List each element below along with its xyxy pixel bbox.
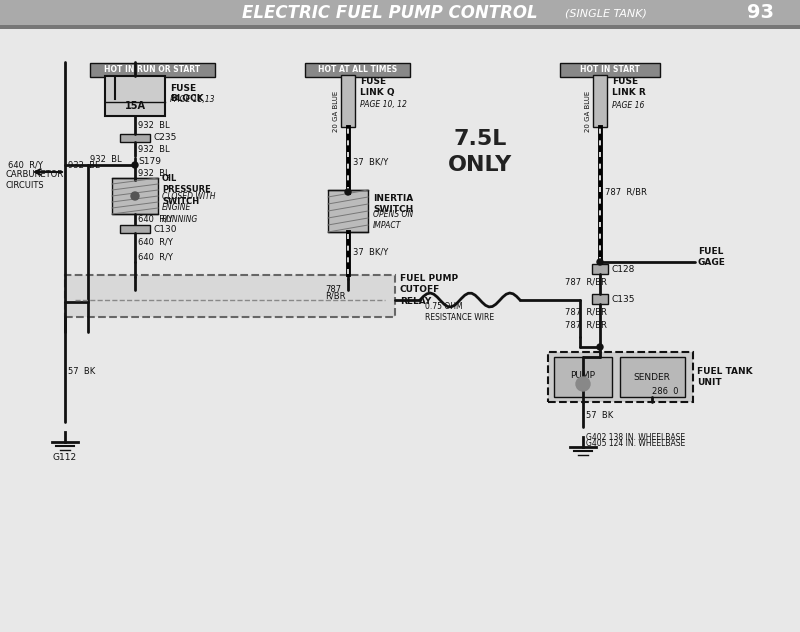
Bar <box>554 357 612 397</box>
Text: 787: 787 <box>325 284 341 293</box>
Circle shape <box>131 192 139 200</box>
Text: 37  BK/Y: 37 BK/Y <box>353 248 388 257</box>
Text: R/BR: R/BR <box>325 291 346 300</box>
Text: OIL
PRESSURE
SWITCH: OIL PRESSURE SWITCH <box>162 174 210 205</box>
Text: FUEL PUMP
CUTOFF
RELAY: FUEL PUMP CUTOFF RELAY <box>400 274 458 306</box>
Text: 640  R/Y: 640 R/Y <box>138 253 173 262</box>
Text: 640  R/Y: 640 R/Y <box>138 214 173 224</box>
Text: ELECTRIC FUEL PUMP CONTROL: ELECTRIC FUEL PUMP CONTROL <box>242 4 538 22</box>
Bar <box>90 63 215 77</box>
Bar <box>341 75 355 127</box>
Text: SENDER: SENDER <box>634 372 670 382</box>
Text: C128: C128 <box>612 265 635 274</box>
Bar <box>548 352 693 402</box>
Text: 932  BL: 932 BL <box>138 121 170 130</box>
Text: PUMP: PUMP <box>570 370 595 379</box>
Text: CLOSED WITH
ENGINE
RUNNING: CLOSED WITH ENGINE RUNNING <box>162 192 215 224</box>
Text: 640  R/Y: 640 R/Y <box>138 238 173 246</box>
Text: OPENS ON
IMPACT: OPENS ON IMPACT <box>373 210 414 230</box>
Text: PAGE 16: PAGE 16 <box>612 100 644 109</box>
Text: (SINGLE TANK): (SINGLE TANK) <box>565 8 647 18</box>
Text: PAGE 11,13: PAGE 11,13 <box>170 95 214 104</box>
Text: 57  BK: 57 BK <box>68 367 95 377</box>
Bar <box>592 294 608 304</box>
Circle shape <box>576 377 590 391</box>
Text: S179: S179 <box>138 157 161 166</box>
Text: HOT IN START: HOT IN START <box>580 66 640 75</box>
Text: INERTIA
SWITCH: INERTIA SWITCH <box>373 194 414 214</box>
Bar <box>0 0 800 25</box>
Text: G402 138 IN. WHEELBASE: G402 138 IN. WHEELBASE <box>586 432 685 442</box>
Circle shape <box>132 162 138 168</box>
Text: FUSE
LINK Q: FUSE LINK Q <box>360 77 394 97</box>
Text: G112: G112 <box>53 453 77 461</box>
Text: 0.75 OHM
RESISTANCE WIRE: 0.75 OHM RESISTANCE WIRE <box>425 302 494 322</box>
Bar <box>112 178 158 214</box>
Text: 15A: 15A <box>125 101 146 111</box>
Text: 20 GA BLUE: 20 GA BLUE <box>585 91 591 132</box>
Text: 932  BL: 932 BL <box>138 169 170 178</box>
Circle shape <box>597 344 603 350</box>
Text: 787  R/BR: 787 R/BR <box>565 308 607 317</box>
Text: 787  R/BR: 787 R/BR <box>565 320 607 329</box>
Bar <box>620 357 685 397</box>
Bar <box>120 225 150 233</box>
Text: 932  BL: 932 BL <box>68 161 100 169</box>
Text: 787  R/BR: 787 R/BR <box>605 188 647 197</box>
Text: C135: C135 <box>612 295 635 303</box>
Bar <box>65 275 395 317</box>
Text: FUEL TANK
UNIT: FUEL TANK UNIT <box>697 367 753 387</box>
Text: HOT AT ALL TIMES: HOT AT ALL TIMES <box>318 66 397 75</box>
Text: 93: 93 <box>746 4 774 23</box>
Bar <box>593 75 607 127</box>
Bar <box>105 76 165 116</box>
Bar <box>120 134 150 142</box>
Text: FUSE
LINK R: FUSE LINK R <box>612 77 646 97</box>
Circle shape <box>345 189 351 195</box>
Bar <box>328 190 368 232</box>
Text: C130: C130 <box>153 224 177 233</box>
Text: 787  R/BR: 787 R/BR <box>565 277 607 286</box>
Text: HOT IN RUN OR START: HOT IN RUN OR START <box>105 66 201 75</box>
Text: PAGE 10, 12: PAGE 10, 12 <box>360 100 407 109</box>
Text: G405 124 IN. WHEELBASE: G405 124 IN. WHEELBASE <box>586 439 686 449</box>
Text: 932  BL: 932 BL <box>90 155 122 164</box>
Bar <box>305 63 410 77</box>
Bar <box>0 25 800 29</box>
Text: 7.5L
ONLY: 7.5L ONLY <box>448 129 512 175</box>
Text: 286  0: 286 0 <box>652 387 678 396</box>
Text: 932  BL: 932 BL <box>138 145 170 154</box>
Text: 57  BK: 57 BK <box>586 411 614 420</box>
Text: 37  BK/Y: 37 BK/Y <box>353 157 388 166</box>
Text: FUSE
BLOCK: FUSE BLOCK <box>170 84 204 104</box>
Text: FUEL
GAGE: FUEL GAGE <box>698 247 726 267</box>
Text: 640  R/Y: 640 R/Y <box>8 161 43 169</box>
Bar <box>560 63 660 77</box>
Circle shape <box>597 259 603 265</box>
Text: 20 GA BLUE: 20 GA BLUE <box>333 91 339 132</box>
Text: C235: C235 <box>153 133 176 142</box>
Text: CARBURETOR
CIRCUITS: CARBURETOR CIRCUITS <box>5 170 63 190</box>
Bar <box>592 264 608 274</box>
